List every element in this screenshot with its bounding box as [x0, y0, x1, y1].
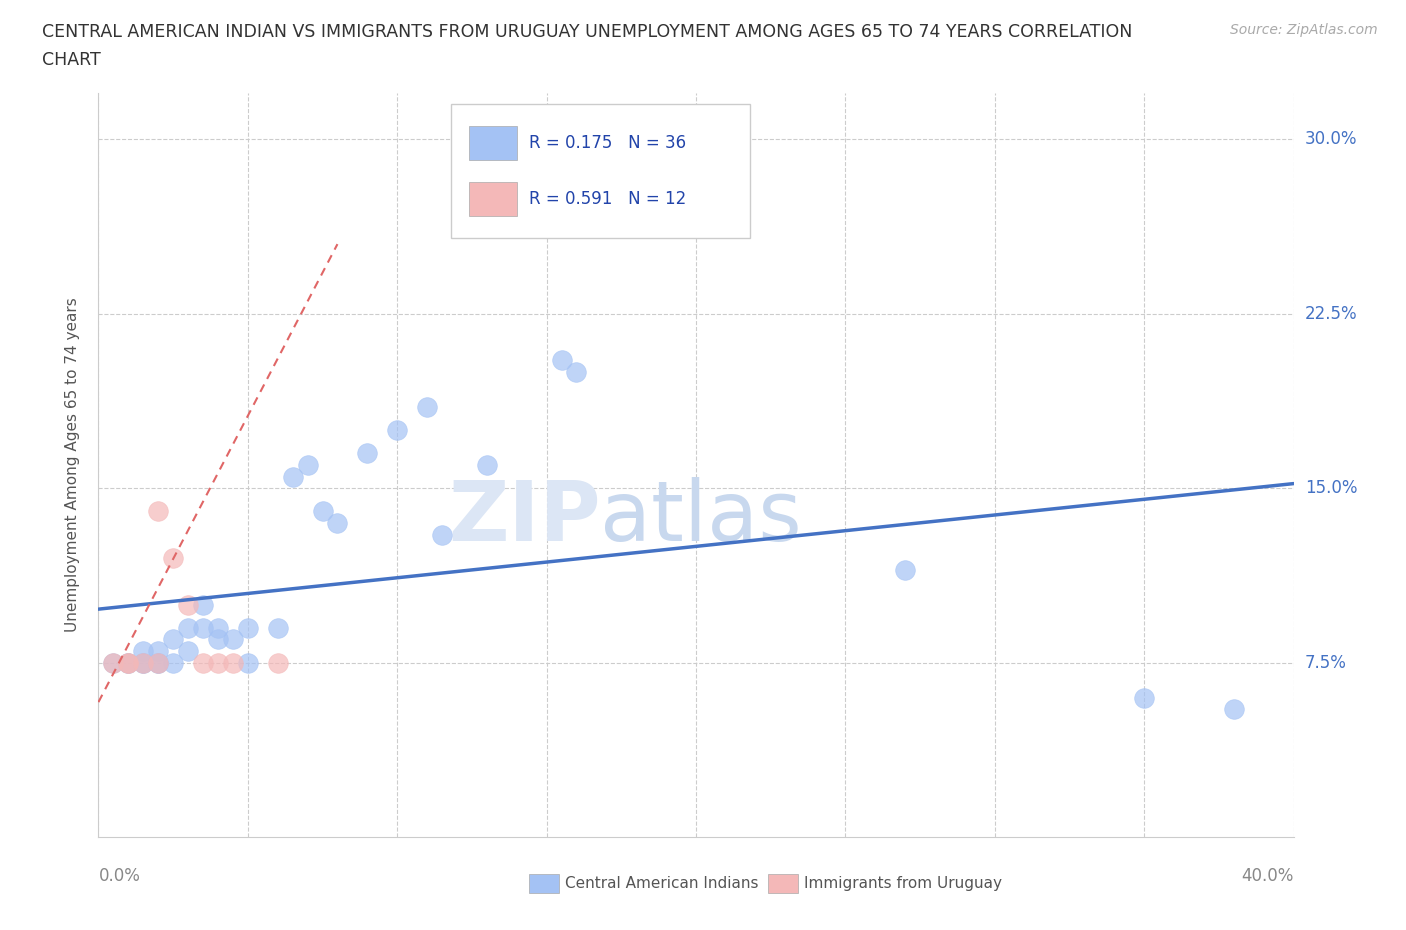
Point — [207, 632, 229, 647]
Point — [222, 656, 245, 671]
Text: 7.5%: 7.5% — [1305, 654, 1347, 671]
Point — [640, 202, 662, 217]
Point — [132, 656, 155, 671]
Point — [132, 644, 155, 658]
Point — [132, 656, 155, 671]
Point — [162, 656, 184, 671]
Text: ZIP: ZIP — [449, 476, 600, 558]
Text: Immigrants from Uruguay: Immigrants from Uruguay — [804, 876, 1001, 891]
Text: Source: ZipAtlas.com: Source: ZipAtlas.com — [1230, 23, 1378, 37]
Point — [148, 656, 170, 671]
FancyBboxPatch shape — [529, 874, 558, 893]
Point — [475, 458, 498, 472]
Point — [430, 527, 453, 542]
Point — [148, 656, 170, 671]
Point — [311, 504, 333, 519]
Point — [267, 656, 290, 671]
Point — [1223, 702, 1246, 717]
Point — [177, 620, 200, 635]
Text: R = 0.175   N = 36: R = 0.175 N = 36 — [529, 134, 686, 152]
Point — [148, 644, 170, 658]
FancyBboxPatch shape — [451, 104, 749, 238]
Text: Central American Indians: Central American Indians — [565, 876, 758, 891]
Point — [326, 515, 349, 530]
Point — [297, 458, 319, 472]
Point — [356, 445, 378, 460]
Point — [117, 656, 139, 671]
Point — [281, 469, 304, 484]
Point — [550, 353, 572, 368]
Point — [117, 656, 139, 671]
FancyBboxPatch shape — [768, 874, 797, 893]
Point — [222, 632, 245, 647]
Point — [191, 597, 214, 612]
Point — [177, 597, 200, 612]
Point — [148, 656, 170, 671]
Text: R = 0.591   N = 12: R = 0.591 N = 12 — [529, 190, 686, 207]
Point — [191, 656, 214, 671]
Point — [894, 562, 917, 577]
Y-axis label: Unemployment Among Ages 65 to 74 years: Unemployment Among Ages 65 to 74 years — [65, 298, 80, 632]
Text: CENTRAL AMERICAN INDIAN VS IMMIGRANTS FROM URUGUAY UNEMPLOYMENT AMONG AGES 65 TO: CENTRAL AMERICAN INDIAN VS IMMIGRANTS FR… — [42, 23, 1133, 41]
Point — [103, 656, 125, 671]
Text: 0.0%: 0.0% — [98, 867, 141, 884]
Text: 22.5%: 22.5% — [1305, 305, 1357, 323]
Point — [132, 656, 155, 671]
Text: 40.0%: 40.0% — [1241, 867, 1294, 884]
Point — [236, 656, 259, 671]
Point — [162, 551, 184, 565]
Point — [385, 422, 409, 438]
FancyBboxPatch shape — [470, 126, 517, 160]
Point — [207, 656, 229, 671]
Point — [267, 620, 290, 635]
Point — [1133, 690, 1156, 705]
Point — [117, 656, 139, 671]
Text: atlas: atlas — [600, 476, 801, 558]
Point — [207, 620, 229, 635]
Point — [177, 644, 200, 658]
Point — [236, 620, 259, 635]
Point — [565, 365, 588, 379]
Point — [416, 400, 439, 415]
Text: 15.0%: 15.0% — [1305, 479, 1357, 498]
Point — [117, 656, 139, 671]
FancyBboxPatch shape — [470, 182, 517, 216]
Text: CHART: CHART — [42, 51, 101, 69]
Text: 30.0%: 30.0% — [1305, 130, 1357, 149]
Point — [162, 632, 184, 647]
Point — [191, 620, 214, 635]
Point — [148, 504, 170, 519]
Point — [103, 656, 125, 671]
